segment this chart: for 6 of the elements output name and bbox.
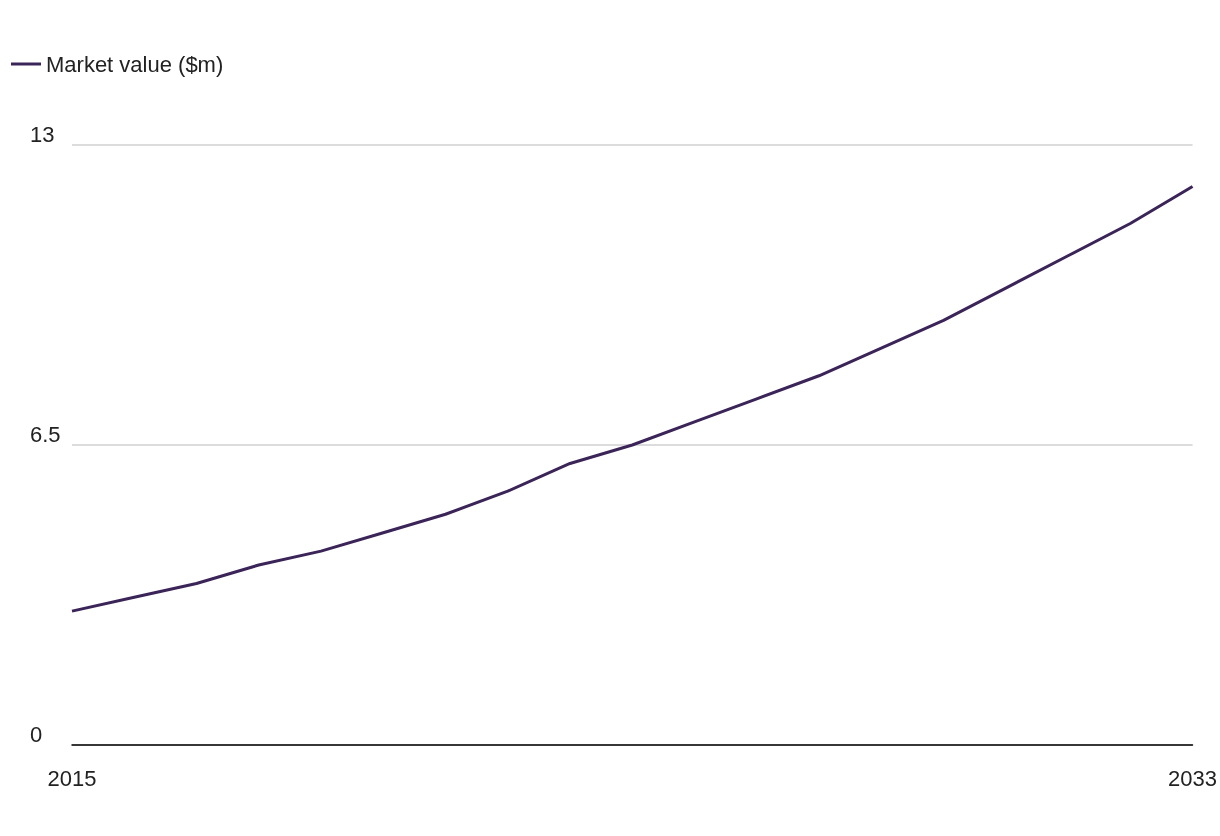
x-tick-label: 2033: [1168, 765, 1218, 791]
y-tick-label: 0: [30, 721, 43, 747]
x-tick-label: 2015: [47, 765, 97, 791]
y-tick-label: 6.5: [30, 421, 61, 447]
legend-label: Market value ($m): [46, 51, 224, 77]
y-tick-label: 13: [30, 121, 55, 147]
